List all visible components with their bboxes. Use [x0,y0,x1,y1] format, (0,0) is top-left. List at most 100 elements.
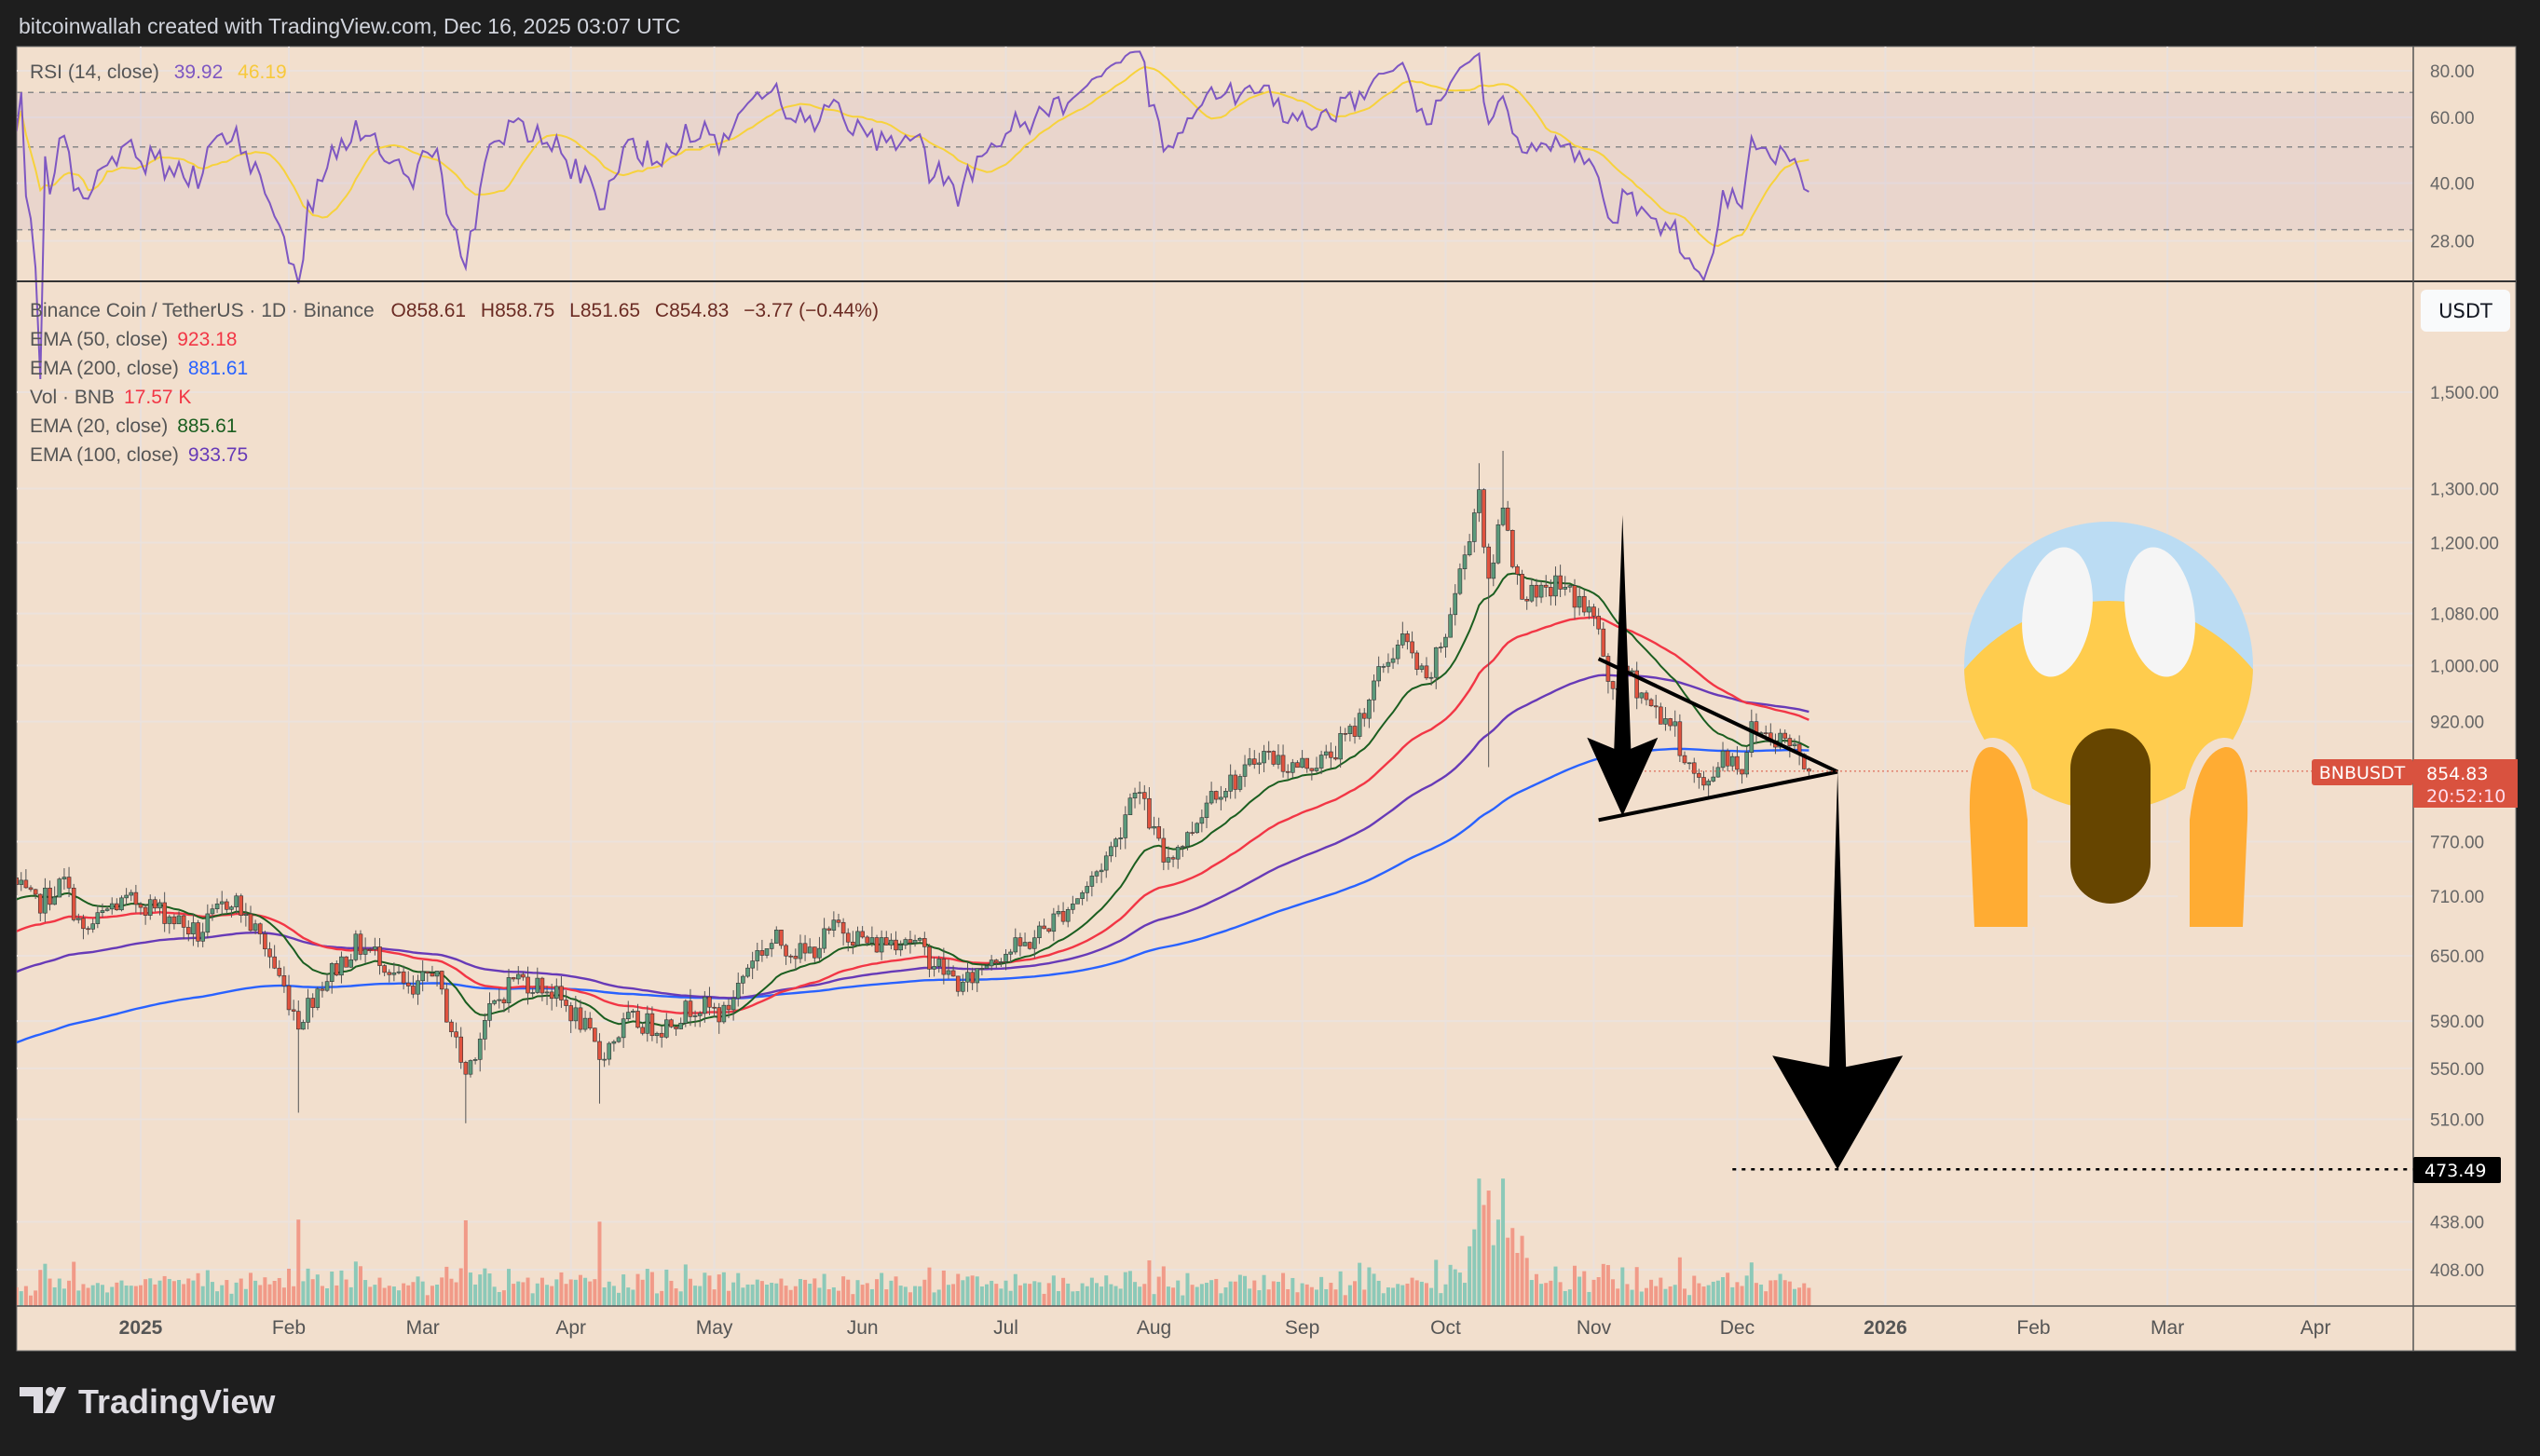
rsi-band-lines [17,91,2413,231]
rsi-band [17,92,2413,230]
volume-bar [1778,1273,1782,1306]
candle-body [367,948,373,951]
time-axis[interactable]: 2025 Feb Mar Apr May Jun Jul Aug Sep Oct Nov Dec 202… [119,1317,2331,1339]
volume-bar [1529,1280,1534,1306]
volume-bar [444,1266,449,1306]
volume-bar [999,1288,1004,1306]
candle-body [1414,652,1420,670]
candle-body [1017,937,1023,946]
volume-bar [1749,1262,1754,1306]
candle-body [37,893,43,914]
candle-body [993,959,999,963]
rsi-value: 39.92 [174,61,224,83]
time-tick-label: Apr [555,1317,586,1339]
candle-body [831,919,837,931]
candle-body [554,986,559,1000]
candle-body [1706,781,1711,786]
candle-body [640,1027,645,1034]
price-axis[interactable]: 1,500.00 1,300.00 1,200.00 1,080.00 1,000.00… [2430,384,2499,1281]
volume-bar [225,1280,229,1306]
candle-body [1195,823,1200,834]
candle-body [621,1018,626,1039]
volume-bar [1118,1288,1123,1306]
volume-bar [1682,1288,1687,1306]
symbol-legend[interactable]: Binance Coin / TetherUS · 1D · Binance O… [30,300,879,321]
price-tick-label: 408.00 [2430,1261,2484,1281]
volume-bar [1309,1286,1314,1306]
currency-button[interactable]: USDT [2421,290,2510,332]
candle-body [539,977,545,994]
candle-body [1367,700,1372,719]
volume-bar [1266,1289,1271,1306]
volume-bar [1697,1283,1701,1306]
volume-bar [243,1288,248,1306]
volume-bar [554,1279,559,1306]
indicator-legend[interactable]: EMA (50, close) 923.18 EMA (200, close) 881… [30,329,248,466]
candle-body [335,963,339,976]
volume-bar [1314,1289,1318,1306]
volume-bar [17,1286,19,1306]
candle-body [315,988,321,1008]
candle-body [1386,661,1391,667]
volume-bar [736,1272,741,1306]
volume-bar [1195,1286,1199,1306]
candle-body [1338,733,1343,760]
volume-bar [1463,1283,1468,1306]
candle-body [1697,772,1701,778]
candle-body [362,948,368,955]
volume-bar [1176,1280,1181,1306]
candle-body [1715,767,1721,778]
volume-bar [1257,1290,1262,1306]
rsi-legend[interactable]: RSI (14, close) 39.92 46.19 [30,61,287,83]
candle-body [115,903,119,911]
volume-bar [1639,1291,1644,1306]
volume-bar [358,1266,362,1306]
volume-bar [875,1279,880,1306]
volume-bar [301,1281,306,1306]
volume-bar [932,1292,936,1306]
candle-body [1486,546,1491,579]
candle-body [263,933,267,949]
volume-bar [1358,1262,1362,1306]
time-tick-label: Aug [1137,1317,1171,1339]
volume-bar [1329,1283,1333,1306]
candle-body [936,959,942,967]
candle-body [1720,750,1726,769]
volume-bar [617,1292,621,1306]
volume-bar [34,1290,38,1306]
indicator-value: 17.57 K [124,387,191,408]
volume-bar [1343,1295,1347,1306]
volume-bar [889,1280,894,1306]
candle-body [348,959,354,968]
candle-body [741,975,745,984]
candle-body [1410,641,1414,654]
tradingview-logo[interactable]: TradingView [20,1382,276,1421]
volume-bar [688,1278,692,1306]
candle-body [1653,705,1659,708]
volume-bar [425,1295,430,1306]
candle-body [721,1004,727,1023]
volume-bar [387,1286,391,1306]
rsi-axis[interactable]: 80.00 60.00 40.00 28.00 [2430,62,2475,252]
volume-bar [363,1280,368,1306]
candle-body [1534,584,1539,598]
volume-bar [1042,1293,1046,1306]
candle-body [826,928,832,931]
candle-body [989,959,994,967]
time-tick-label: 2026 [1864,1317,1907,1339]
volume-bar [200,1286,205,1306]
volume-bar [1237,1274,1242,1306]
candle-body [1008,951,1013,955]
candle-body [1558,575,1563,590]
candle-body [1563,586,1568,590]
volume-bar [1668,1286,1673,1306]
candle-body [1042,925,1046,930]
volume-bar [516,1281,521,1306]
candle-body [1304,757,1310,769]
candle-body [1372,680,1376,701]
candle-body [100,910,105,913]
volume-bar [310,1279,315,1306]
volume-bar [1056,1290,1060,1306]
candle-body [946,970,951,975]
